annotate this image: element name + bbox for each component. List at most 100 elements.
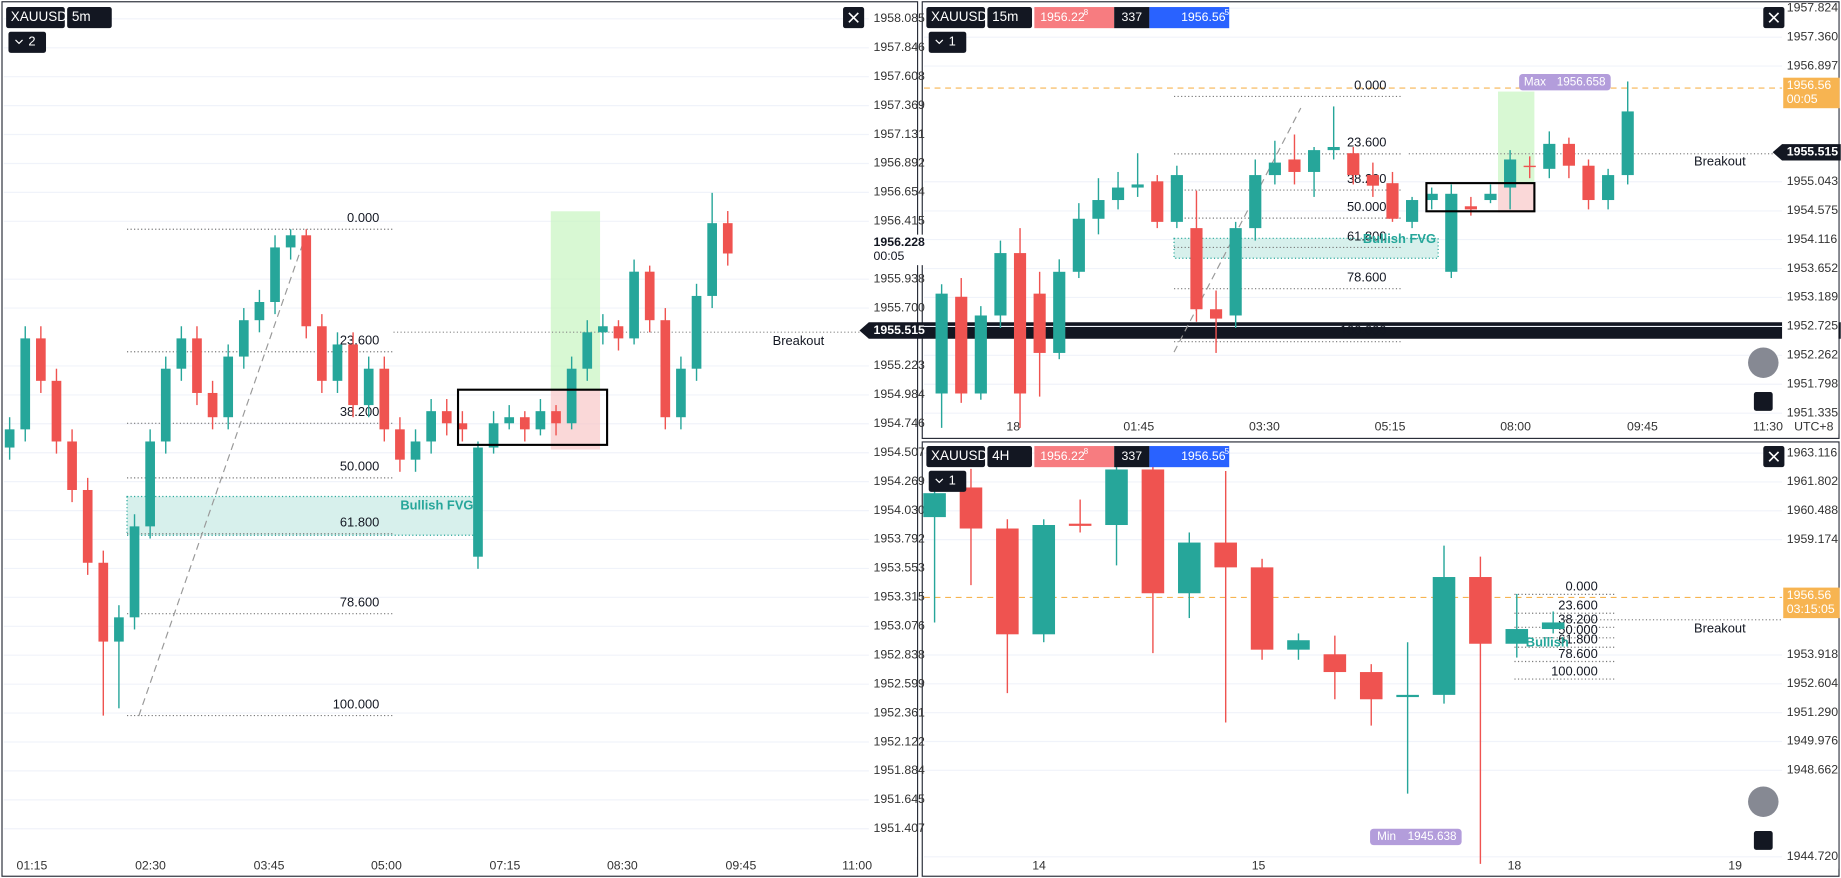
symbol[interactable]: XAUUSD: [931, 448, 987, 463]
symbol[interactable]: XAUUSD: [931, 9, 987, 24]
layers[interactable]: 1: [949, 473, 956, 488]
ask[interactable]: 1956.56: [1181, 10, 1226, 24]
y-tick-label: 1953.315: [874, 590, 926, 604]
fib-label: 100.000: [333, 696, 380, 711]
symbol-badge[interactable]: [926, 7, 986, 29]
candle-body: [1214, 542, 1237, 568]
trade-box: [1425, 182, 1536, 213]
candle-body: [1092, 200, 1105, 219]
fib-label: 78.600: [1347, 269, 1386, 284]
candle-body: [67, 441, 77, 490]
candle-body: [473, 447, 483, 557]
x-tick-label: 18: [1508, 859, 1522, 873]
x-tick-label: 11:30: [1753, 420, 1783, 434]
replay-button[interactable]: [1748, 347, 1779, 378]
candle-body: [395, 429, 405, 460]
layers[interactable]: 1: [949, 34, 956, 49]
y-tick-label: 1954.507: [874, 445, 926, 459]
y-tick-label: 1952.725: [1787, 319, 1839, 333]
last-price-badge: [1783, 587, 1840, 619]
candle-body: [348, 344, 358, 406]
candle-body: [410, 441, 421, 460]
fvg-zone: [126, 495, 483, 536]
y-tick-label: 1952.838: [874, 647, 926, 661]
bid[interactable]: 1956.22: [1040, 449, 1085, 463]
symbol-badge[interactable]: [6, 7, 65, 29]
bid-sup[interactable]: 8: [1084, 447, 1089, 456]
ask[interactable]: 1956.56: [1181, 449, 1226, 463]
ask-badge[interactable]: [1149, 446, 1230, 468]
candle-body: [1105, 469, 1128, 526]
candle-body: [629, 271, 639, 339]
candle-body: [1068, 523, 1092, 526]
candle-body: [955, 296, 968, 394]
candle-body: [1347, 153, 1360, 176]
y-tick-label: 1955.938: [874, 271, 926, 285]
layers-toggle[interactable]: [928, 31, 967, 53]
fib-label: 23.600: [1347, 135, 1386, 150]
candle-body: [1366, 175, 1379, 186]
fib-label: 100.000: [1551, 663, 1598, 678]
y-tick-label: 1955.223: [874, 358, 926, 372]
interval-badge[interactable]: [987, 446, 1033, 468]
x-tick-label: 11:00: [842, 859, 872, 873]
layers-toggle[interactable]: [8, 31, 47, 53]
bid-sup[interactable]: 8: [1084, 8, 1089, 17]
spread-badge: [1114, 446, 1150, 468]
y-tick-label: 1955.043: [1787, 174, 1839, 188]
x-tick-label: 18: [1006, 420, 1020, 434]
symbol-badge[interactable]: [926, 446, 986, 468]
candle-body: [1505, 629, 1529, 644]
candle-body: [660, 320, 671, 418]
symbol[interactable]: XAUUSD: [11, 9, 67, 24]
bid-badge[interactable]: [1034, 7, 1115, 29]
bid-badge[interactable]: [1034, 446, 1115, 468]
pane-border: [921, 441, 1840, 877]
candle-body: [1250, 567, 1274, 650]
x-tick-label: 01:15: [17, 859, 48, 873]
candle-body: [254, 301, 265, 321]
fib-label: 23.600: [340, 333, 379, 348]
candle-body: [1178, 542, 1201, 594]
trade-box: [456, 388, 609, 446]
candle-body: [488, 423, 499, 448]
candle-body: [504, 417, 515, 424]
interval[interactable]: 4H: [992, 448, 1009, 463]
ask-badge[interactable]: [1149, 7, 1230, 29]
interval-badge[interactable]: [67, 7, 112, 29]
fvg-label: Bullish FVG: [400, 497, 473, 512]
candle-body: [1190, 228, 1203, 310]
candle-body: [441, 411, 452, 424]
screenshot-button[interactable]: [1753, 392, 1773, 411]
x-tick-label: 14: [1032, 859, 1046, 873]
interval-badge[interactable]: [987, 7, 1033, 29]
candle-body: [82, 489, 93, 563]
price-axis: [1782, 3, 1839, 435]
bid[interactable]: 1956.22: [1040, 10, 1085, 24]
candle-body: [379, 368, 390, 430]
candle-body: [722, 223, 733, 254]
interval[interactable]: 15m: [992, 9, 1018, 24]
y-tick-label: 1948.662: [1787, 763, 1839, 777]
candle-body: [223, 356, 234, 418]
layers[interactable]: 2: [28, 34, 35, 49]
y-tick-label: 1952.604: [1787, 676, 1839, 690]
spread-badge: [1114, 7, 1150, 29]
ask-sup[interactable]: 5: [1225, 447, 1230, 456]
breakout-label: Breakout: [773, 333, 825, 348]
fib-label: 50.000: [1558, 622, 1597, 637]
ask-sup[interactable]: 5: [1225, 8, 1230, 17]
layers-toggle[interactable]: [928, 470, 967, 492]
last-price-badge: [870, 234, 927, 266]
candle-body: [1209, 309, 1223, 319]
candle-body: [1229, 228, 1242, 316]
candle-body: [238, 320, 249, 357]
interval[interactable]: 5m: [72, 9, 91, 24]
replay-button[interactable]: [1748, 786, 1779, 817]
candle-body: [566, 368, 577, 424]
y-tick-label: 1960.488: [1787, 503, 1839, 517]
candle-body: [4, 429, 15, 448]
candle-body: [1621, 111, 1634, 176]
screenshot-button[interactable]: [1753, 831, 1773, 850]
min-label: Min: [1377, 830, 1396, 843]
